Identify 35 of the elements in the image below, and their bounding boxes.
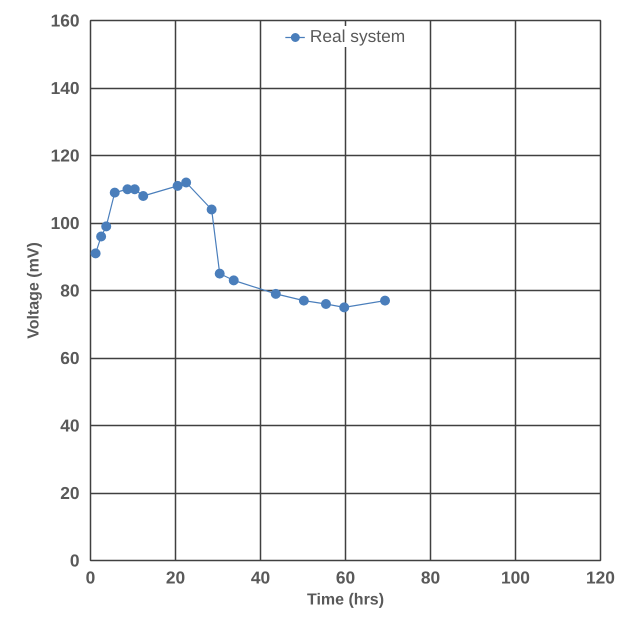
x-tick-label: 40 — [250, 568, 270, 588]
point — [96, 232, 106, 242]
point — [298, 296, 309, 306]
point — [181, 178, 192, 188]
point — [110, 188, 120, 198]
y-tick-label: 120 — [50, 146, 80, 166]
point — [138, 191, 148, 201]
point — [130, 184, 140, 194]
point — [206, 204, 217, 214]
point — [270, 288, 281, 299]
x-tick-label: 120 — [586, 568, 615, 588]
y-tick-label: 140 — [50, 78, 80, 98]
point — [214, 268, 225, 279]
point — [101, 221, 112, 232]
point — [380, 296, 390, 306]
y-tick-label: 60 — [60, 348, 80, 368]
y-tick-label: 0 — [70, 550, 80, 570]
y-axis-title: Voltage (mV) — [26, 242, 43, 339]
point — [320, 299, 331, 309]
point — [172, 180, 183, 191]
y-tick-label: 100 — [50, 213, 80, 233]
point — [228, 275, 239, 286]
legend-label: Real system — [310, 26, 406, 47]
x-tick-label: 80 — [420, 568, 440, 588]
point — [339, 302, 350, 312]
x-tick-label: 20 — [166, 568, 186, 588]
y-tick-label: 40 — [60, 416, 80, 436]
point — [90, 248, 101, 258]
x-tick-label: 60 — [336, 568, 356, 588]
x-tick-label: 0 — [86, 568, 96, 588]
y-tick-label: 80 — [60, 280, 80, 300]
x-axis-title: Time (hrs) — [306, 592, 384, 608]
x-tick-label: 100 — [501, 568, 530, 588]
y-tick-label: 160 — [50, 10, 80, 30]
y-tick-label: 20 — [60, 483, 80, 503]
